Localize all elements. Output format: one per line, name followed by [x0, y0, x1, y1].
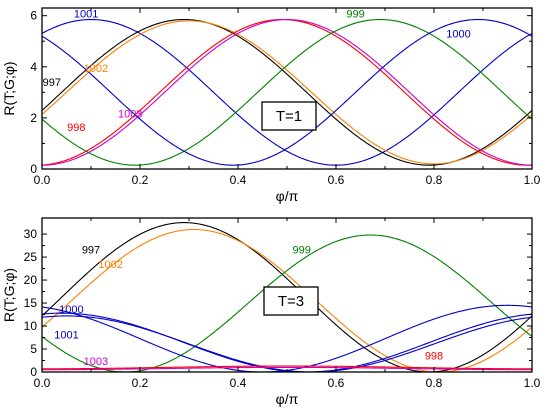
y-tick-label: 4 — [30, 60, 37, 74]
series-label-998: 998 — [425, 351, 443, 363]
y-tick-label: 2 — [30, 111, 37, 125]
series-line-unlabeled-5 — [42, 315, 532, 372]
x-tick-label: 0.4 — [230, 173, 247, 187]
series-line-1003 — [42, 366, 532, 371]
x-tick-label: 0.8 — [426, 376, 443, 390]
series-line-1001 — [42, 312, 532, 372]
series-line-1002 — [42, 228, 532, 372]
y-axis-label: R(T;G;φ) — [1, 268, 17, 322]
y-tick-label: 5 — [30, 342, 37, 356]
y-tick-label: 25 — [24, 250, 38, 264]
series-label-1001: 1001 — [74, 9, 98, 21]
x-tick-label: 0.2 — [132, 376, 149, 390]
x-tick-label: 0.0 — [34, 376, 51, 390]
series-label-997: 997 — [43, 77, 61, 89]
x-tick-label: 0.4 — [230, 376, 247, 390]
series-line-1001 — [42, 18, 532, 166]
annotation-text: T=3 — [278, 293, 304, 310]
y-tick-label: 20 — [24, 273, 38, 287]
series-label-997: 997 — [82, 244, 100, 256]
y-tick-label: 0 — [30, 365, 37, 379]
series-line-1000 — [42, 18, 532, 166]
series-label-998: 998 — [67, 122, 85, 134]
series-label-1000: 1000 — [446, 28, 470, 40]
chart-panel-1: 0.0 0.2 0.4 0.6 0.8 1.0 0 2 4 6 φ/π R(T;G;φ) 1001 997… — [1, 7, 541, 204]
series-label-1002: 1002 — [98, 259, 122, 271]
chart-panel-2: 0.0 0.2 0.4 0.6 0.8 1.0 0 5 10 15 20 25 30 φ/π R(T;G;φ… — [1, 217, 541, 407]
x-axis-label: φ/π — [276, 391, 299, 407]
series-label-1001: 1001 — [54, 329, 78, 341]
x-tick-label: 0.0 — [34, 173, 51, 187]
series-line-1003 — [42, 18, 532, 166]
y-tick-label: 6 — [30, 9, 37, 23]
series-label-1002: 1002 — [84, 63, 108, 75]
annotation-box — [263, 286, 319, 316]
y-axis-label: R(T;G;φ) — [1, 61, 17, 115]
series-line-999 — [42, 18, 532, 166]
y-tick-label: 15 — [24, 296, 38, 310]
x-tick-label: 1.0 — [524, 173, 541, 187]
x-axis-label: φ/π — [276, 188, 299, 204]
annotation-text: T=1 — [276, 108, 302, 125]
y-tick-label: 0 — [30, 162, 37, 176]
series-label-1003: 1003 — [84, 356, 108, 368]
series-label-999: 999 — [346, 9, 364, 21]
series-label-1003: 1003 — [118, 108, 142, 120]
x-tick-label: 1.0 — [524, 376, 541, 390]
annotation-box — [261, 101, 317, 131]
x-tick-label: 0.6 — [328, 173, 345, 187]
curves-1 — [42, 18, 532, 166]
series-label-999: 999 — [293, 244, 311, 256]
x-tick-label: 0.8 — [426, 173, 443, 187]
y-tick-label: 30 — [24, 227, 38, 241]
series-label-1000: 1000 — [59, 304, 83, 316]
y-tick-label: 10 — [24, 319, 38, 333]
series-line-998 — [42, 365, 532, 370]
series-line-1002 — [42, 20, 532, 165]
x-tick-label: 0.2 — [132, 173, 149, 187]
x-tick-label: 0.6 — [328, 376, 345, 390]
